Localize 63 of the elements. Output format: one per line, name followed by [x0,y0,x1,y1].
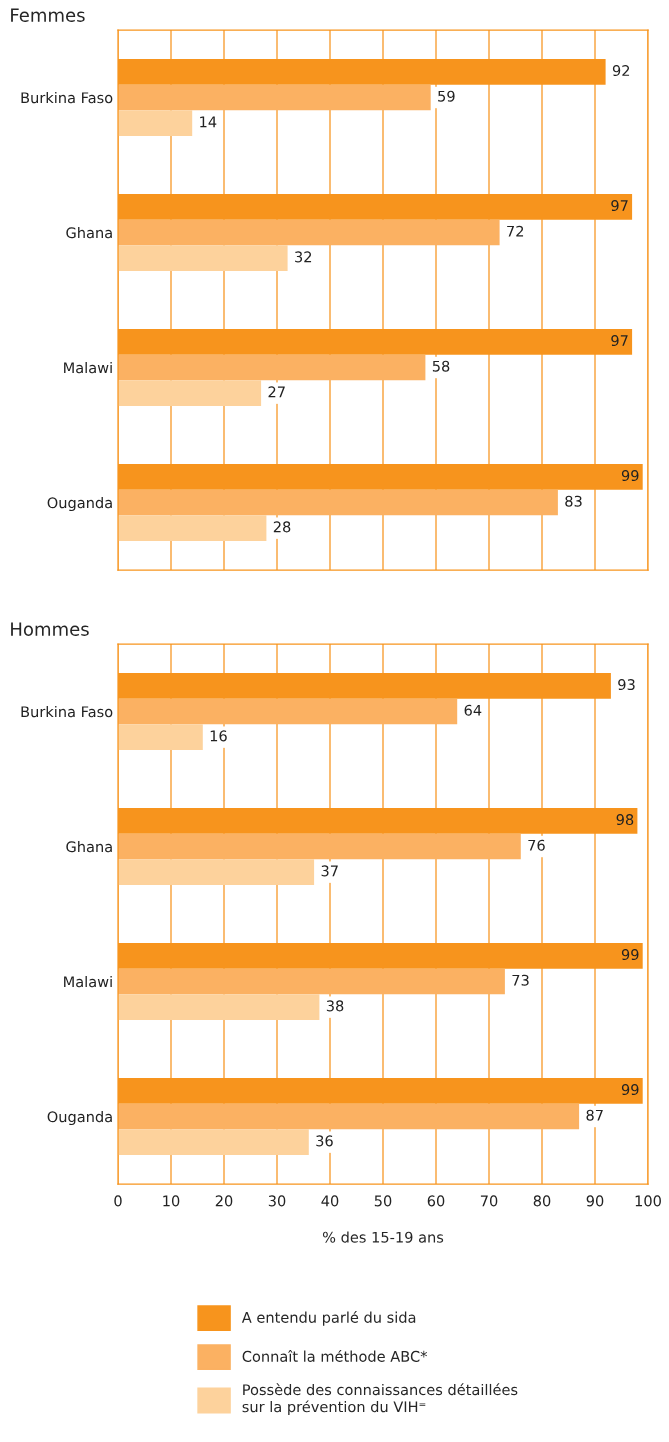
bar [118,859,315,885]
data-label: 32 [295,251,312,263]
data-label: 76 [528,839,545,851]
x-tick-label: 0 [114,1195,122,1207]
bar [118,354,426,381]
y-tick-label: Ghana [66,226,112,239]
bar [118,1129,309,1155]
x-tick-label: 70 [480,1195,498,1207]
data-label: 83 [565,495,582,507]
y-tick-label: Malawi [64,975,112,988]
y-tick-label: Ouganda [47,496,112,512]
bar [118,219,500,246]
x-tick-label: 40 [321,1195,339,1207]
data-label: 97 [611,335,628,347]
x-tick-label: 30 [268,1195,286,1207]
chart-title: Hommes [11,622,89,636]
x-axis-title: % des 15-19 ans [322,1231,444,1243]
data-label: 38 [326,1000,344,1012]
data-label: 87 [586,1109,603,1121]
data-label: 99 [621,1084,639,1096]
y-tick-label: Malawi [64,361,112,374]
data-label: 72 [507,225,524,237]
data-label: 58 [432,360,450,372]
bar [118,1103,580,1130]
y-tick-label: Ghana [66,840,112,853]
x-tick-label: 60 [427,1195,445,1207]
data-label: 99 [621,949,639,961]
bar [118,380,262,406]
x-tick-label: 80 [533,1195,551,1207]
y-tick-label: Ouganda [47,1110,112,1126]
data-label: 92 [612,65,630,77]
bar [118,245,288,271]
data-label: 37 [321,865,338,877]
data-label: 97 [611,200,628,212]
data-label: 28 [273,521,291,533]
bar [118,489,558,516]
y-tick-label: Burkina Faso [21,91,113,104]
data-label: 73 [512,974,529,986]
x-tick-label: 50 [374,1195,392,1207]
data-label: 14 [200,116,217,128]
data-label: 98 [616,814,634,826]
bar [118,724,203,750]
data-label: 59 [438,90,455,102]
bar [118,515,267,541]
bar [118,84,431,111]
y-tick-label: Burkina Faso [21,705,113,718]
data-label: 64 [464,704,482,716]
bar [118,833,521,860]
data-label: 36 [316,1135,333,1147]
data-label: 93 [618,679,635,691]
bar [118,994,320,1020]
legend-label: Possède des connaissances détaillées sur la prévention du VIH⁼ [242,1383,518,1416]
legend-label: Connaît la méthode ABC* [242,1350,428,1362]
chart-title: Femmes [11,8,85,22]
x-tick-label: 100 [635,1195,661,1207]
data-label: 99 [621,470,639,482]
data-label: 16 [210,730,227,742]
data-label: 27 [268,386,285,398]
x-tick-label: 90 [586,1195,604,1207]
bar [118,968,505,995]
x-tick-label: 10 [163,1195,180,1207]
legend-label: A entendu parlé du sida [241,1311,416,1326]
x-tick-label: 20 [215,1195,233,1207]
